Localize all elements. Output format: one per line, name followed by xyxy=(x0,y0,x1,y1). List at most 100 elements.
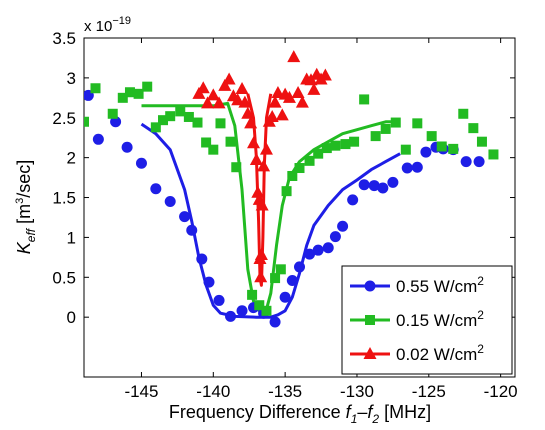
data-point-series-3 xyxy=(275,108,289,121)
data-point-series-3 xyxy=(282,90,296,103)
data-point-series-3 xyxy=(235,82,249,95)
data-point-series-1 xyxy=(294,261,305,273)
data-point-series-2 xyxy=(380,123,391,134)
y-tick-label: 2 xyxy=(67,149,76,168)
data-point-series-2 xyxy=(150,122,161,133)
data-point-series-1 xyxy=(312,244,324,256)
x-axis-title: Frequency Difference f1–f2 [MHz] xyxy=(169,402,431,426)
data-point-series-1 xyxy=(387,176,399,188)
x-tick-label: -120 xyxy=(484,382,518,401)
legend-marker-series-3 xyxy=(363,347,377,359)
x-tick-label: -145 xyxy=(124,382,158,401)
data-point-series-3 xyxy=(244,116,258,129)
data-point-series-3 xyxy=(241,106,255,119)
data-point-series-1 xyxy=(377,182,389,194)
data-point-series-1 xyxy=(368,180,380,192)
data-point-series-1 xyxy=(236,305,248,317)
data-point-series-3 xyxy=(201,96,215,109)
data-point-series-1 xyxy=(164,196,176,208)
data-point-series-3 xyxy=(196,81,210,94)
x-tick-label: -125 xyxy=(412,382,446,401)
fit-line-series-1 xyxy=(140,122,401,319)
data-point-series-1 xyxy=(179,211,191,223)
data-point-series-1 xyxy=(337,220,349,232)
data-point-series-3 xyxy=(249,153,263,166)
data-point-series-2 xyxy=(208,144,219,155)
data-point-series-2 xyxy=(412,118,423,129)
data-point-series-2 xyxy=(261,305,272,316)
data-point-series-1 xyxy=(347,194,359,206)
legend-marker-series-2 xyxy=(365,315,375,325)
data-point-series-1 xyxy=(304,248,316,260)
data-point-series-1 xyxy=(225,310,237,322)
data-point-series-2 xyxy=(330,140,341,151)
data-point-series-1 xyxy=(473,156,485,168)
exponent-label: x 10−19 xyxy=(84,15,131,35)
data-point-series-2 xyxy=(165,111,176,122)
y-tick-label: 1.5 xyxy=(52,189,76,208)
y-tick-label: 0.5 xyxy=(52,268,76,287)
data-point-series-2 xyxy=(349,136,360,147)
data-points xyxy=(84,50,499,328)
data-point-series-3 xyxy=(218,78,232,91)
data-point-series-1 xyxy=(213,294,225,306)
data-point-series-1 xyxy=(411,161,423,173)
data-point-series-1 xyxy=(269,316,281,328)
data-point-series-3 xyxy=(265,109,279,122)
y-tick-label: 2.5 xyxy=(52,109,76,128)
data-point-series-1 xyxy=(279,291,291,303)
data-point-series-2 xyxy=(321,143,332,154)
data-point-series-1 xyxy=(135,157,147,169)
data-point-series-2 xyxy=(476,136,487,147)
data-point-series-3 xyxy=(295,95,309,108)
legend-label-series-3: 0.02 W/cm2 xyxy=(396,342,484,364)
data-point-series-2 xyxy=(313,148,324,159)
data-point-series-2 xyxy=(84,116,89,127)
data-point-series-1 xyxy=(401,162,413,174)
data-point-series-1 xyxy=(322,242,334,254)
data-point-series-3 xyxy=(238,95,252,108)
x-tick-label: -140 xyxy=(196,382,230,401)
data-point-series-3 xyxy=(231,93,245,106)
data-point-series-3 xyxy=(291,86,305,99)
y-axis-title: Keff [m3/sec] xyxy=(14,160,38,255)
data-point-series-2 xyxy=(294,163,305,174)
data-point-series-2 xyxy=(133,88,144,99)
data-point-series-2 xyxy=(304,155,315,166)
data-point-series-2 xyxy=(183,111,194,122)
data-point-series-2 xyxy=(359,94,370,105)
data-point-series-3 xyxy=(268,95,282,108)
data-point-series-1 xyxy=(203,276,215,288)
data-point-series-3 xyxy=(259,142,273,155)
data-point-series-2 xyxy=(107,108,118,119)
data-point-series-3 xyxy=(307,82,321,95)
data-point-series-2 xyxy=(117,92,128,103)
data-point-series-2 xyxy=(287,170,298,181)
data-point-series-1 xyxy=(110,116,122,128)
data-point-series-2 xyxy=(390,117,401,128)
data-point-series-1 xyxy=(196,253,208,265)
data-point-series-3 xyxy=(318,68,332,81)
data-point-series-3 xyxy=(255,198,269,211)
legend: 0.55 W/cm2 0.15 W/cm2 0.02 W/cm2 xyxy=(341,265,513,375)
y-tick-label: 3.5 xyxy=(52,29,76,48)
data-point-series-2 xyxy=(175,106,186,117)
data-point-series-3 xyxy=(254,270,268,283)
data-point-series-2 xyxy=(281,186,292,197)
data-point-series-2 xyxy=(468,123,479,134)
data-point-series-1 xyxy=(150,183,162,195)
data-point-series-2 xyxy=(225,136,236,147)
data-point-series-2 xyxy=(370,131,381,142)
data-point-series-2 xyxy=(340,139,351,150)
legend-marker-series-1 xyxy=(364,280,376,292)
legend-label-series-2: 0.15 W/cm2 xyxy=(396,308,484,330)
data-point-series-2 xyxy=(426,131,437,142)
y-tick-label: 1 xyxy=(67,228,76,247)
data-point-series-3 xyxy=(222,72,236,85)
data-point-series-2 xyxy=(458,108,469,119)
legend-label-series-1: 0.55 W/cm2 xyxy=(396,274,484,296)
y-tick-label: 3 xyxy=(67,69,76,88)
data-point-series-2 xyxy=(400,144,411,155)
data-point-series-2 xyxy=(215,118,226,129)
